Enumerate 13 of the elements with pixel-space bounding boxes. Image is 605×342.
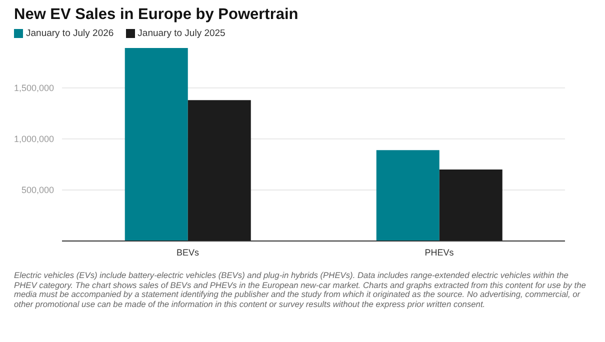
bar (439, 170, 502, 241)
bar (124, 48, 188, 241)
legend-label: January to July 2025 (136, 28, 226, 39)
x-tick-label: PHEVs (424, 247, 454, 258)
y-tick-label: 1,000,000 (14, 134, 54, 144)
chart-title: New EV Sales in Europe by Powertrain (13, 5, 300, 24)
legend-label: January to July 2026 (25, 28, 114, 39)
y-tick-label: 1,500,000 (14, 83, 54, 94)
y-tick-label: 500,000 (21, 185, 54, 196)
bar (376, 150, 440, 241)
bar (188, 100, 251, 241)
x-tick-label: BEVs (176, 247, 200, 258)
text: Electric vehicles (EVs) include battery-electric vehicles (BEVs) and plug-in hybrids (PHEVs). Data includes range-extended electric vehicles within the PHEV category. The chart shows sales of BEVs and PHEVs in the European new-car market. Charts and graphs extracted from this content for use by the media must be accompanied by a statement identifying the publisher and the study from which it originated as the source. No advertising, commercial, or other promotional use can be made of the information in this content or survey results without the express prior written consent. (13, 269, 587, 310)
